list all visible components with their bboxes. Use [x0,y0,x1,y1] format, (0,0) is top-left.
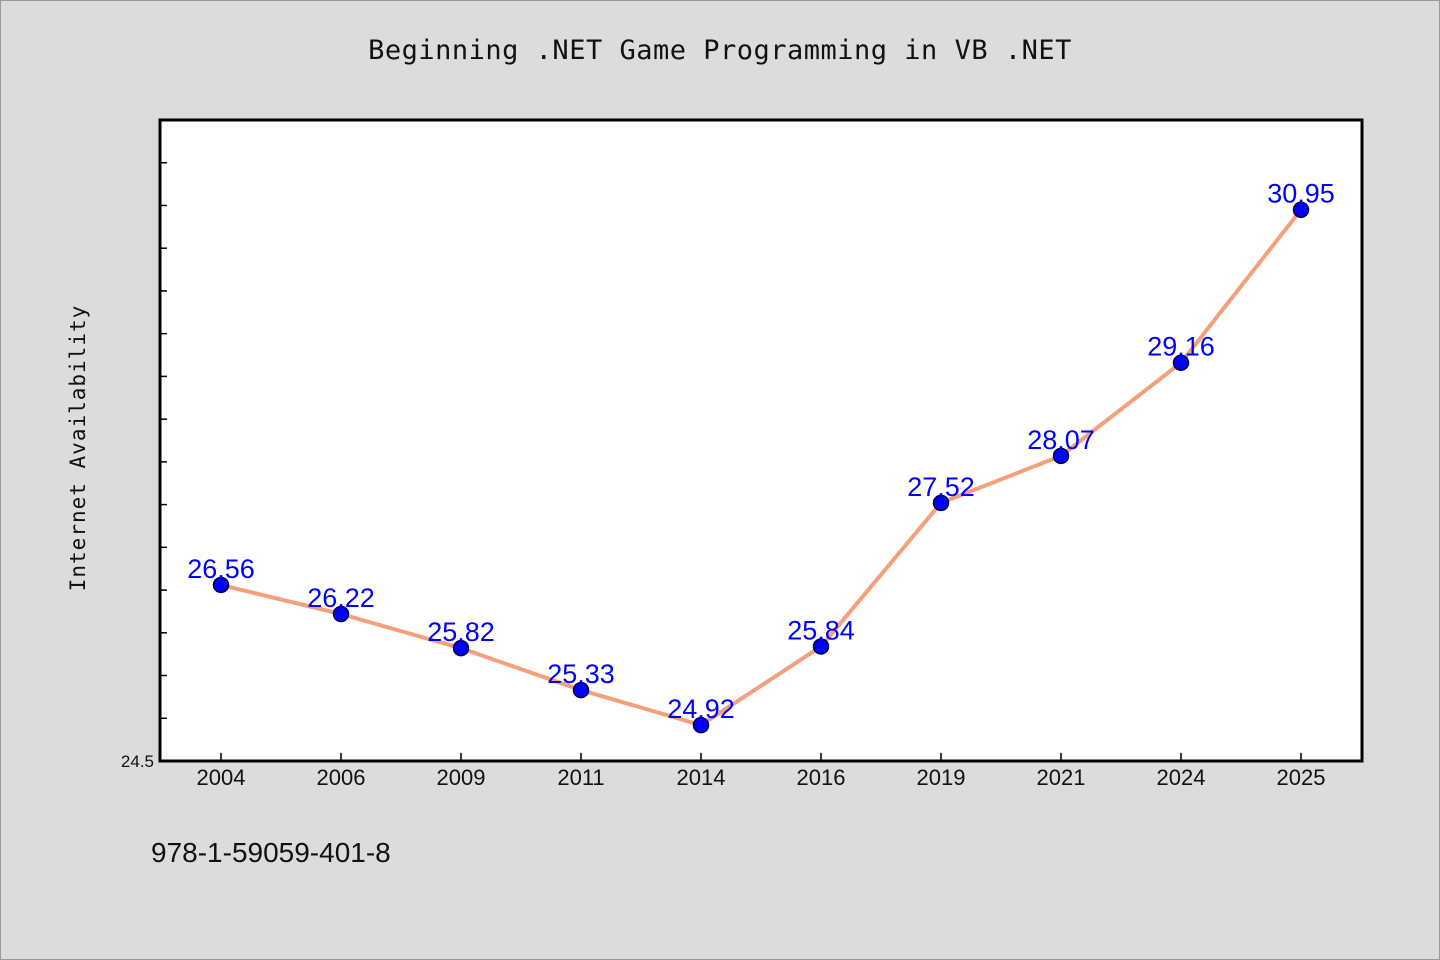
data-point [932,494,950,512]
x-tick-label: 2021 [1037,765,1086,790]
series-line [220,208,1303,728]
chart-title: Beginning .NET Game Programming in VB .N… [368,35,1072,66]
data-label: 26.22 [307,583,375,613]
plot-frame [158,118,1364,763]
data-point [1292,201,1310,218]
data-point [692,716,710,734]
x-tick-label: 2011 [557,765,604,790]
data-point [572,681,590,699]
data-labels: 26.56 26.22 25.82 25.33 24.92 25.84 27.52 28.07… [187,179,1335,724]
data-label: 27.52 [907,472,975,502]
y-tick-label-min: 24.5 [121,752,154,771]
data-label: 29.16 [1147,332,1215,362]
data-point [452,639,470,657]
x-tick-label: 2019 [917,765,966,790]
isbn-note: 978-1-59059-401-8 [151,837,391,868]
data-label: 24.92 [667,694,735,724]
x-tick-label: 2009 [437,765,486,790]
data-label: 28.07 [1027,425,1095,455]
x-tick-label: 2014 [677,765,726,790]
x-tick-label: 2025 [1277,765,1326,790]
plot-area [160,120,1362,761]
data-points [212,201,1310,734]
x-tick-label: 2006 [317,765,366,790]
data-label: 26.56 [187,554,255,584]
x-tick-label: 2016 [797,765,846,790]
data-point [1172,354,1190,371]
data-point [812,638,830,655]
data-label: 30.95 [1267,179,1335,209]
data-label: 25.82 [427,617,495,647]
data-label: 25.33 [547,659,615,689]
data-point [332,605,350,623]
x-axis-tick-labels: 2004 2006 2009 2011 2014 2016 2019 2021 2024 2025 [197,765,1326,790]
x-tick-label: 2004 [197,765,246,790]
data-point [212,576,230,594]
data-point [1052,447,1070,465]
data-label: 25.84 [787,615,855,645]
x-tick-label: 2024 [1157,765,1206,790]
